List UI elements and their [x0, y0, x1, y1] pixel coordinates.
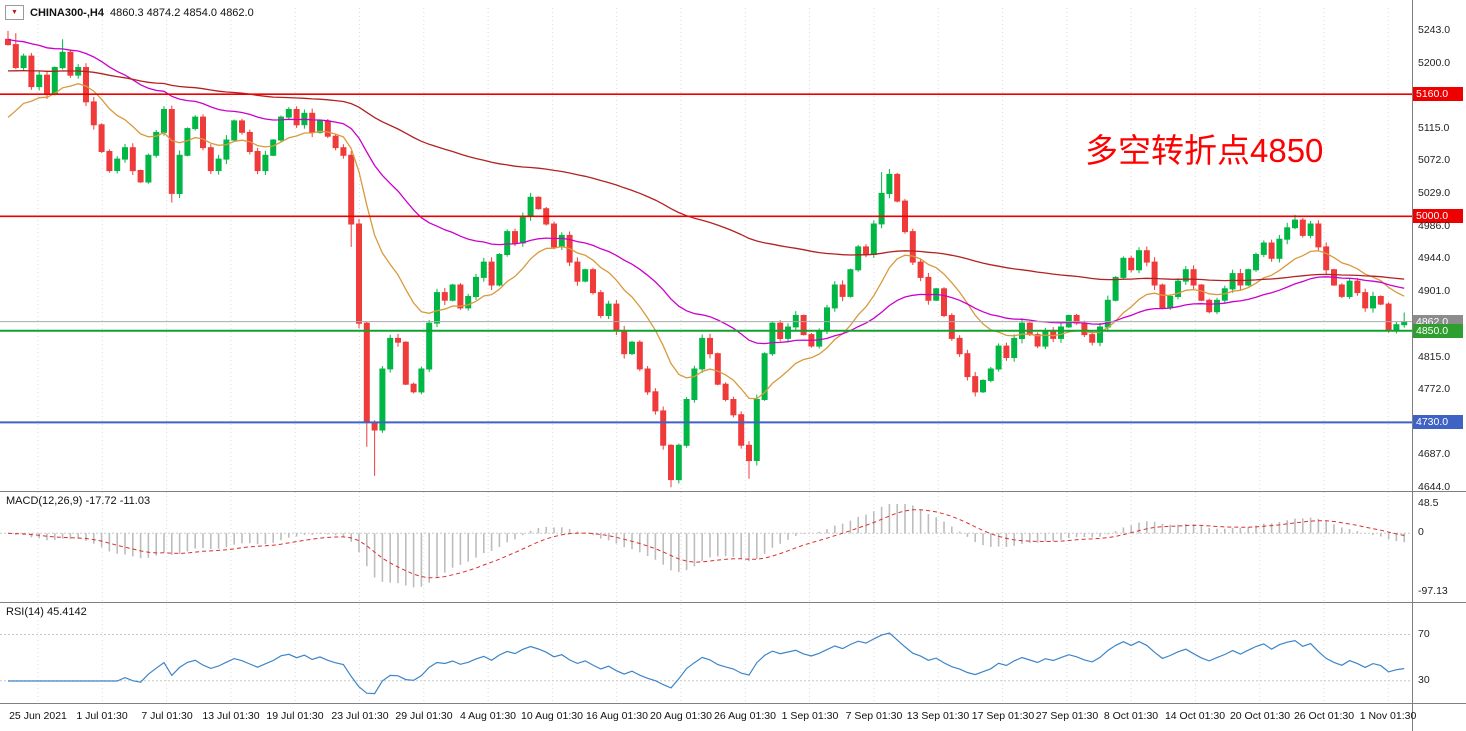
chart-header: ▼ CHINA300-,H4 4860.3 4874.2 4854.0 4862… — [5, 5, 254, 20]
price-axis-label: 4644.0 — [1418, 481, 1451, 493]
ma-slow-darkred — [7, 69, 1405, 282]
price-axis-label: 70 — [1418, 628, 1430, 640]
price-axis-badge: 4850.0 — [1413, 324, 1463, 338]
dropdown-triangle-icon: ▼ — [11, 9, 18, 16]
time-axis-label: 17 Sep 01:30 — [971, 710, 1035, 722]
time-axis[interactable]: 25 Jun 2021 1 Jul 01:30 7 Jul 01:30 13 Jul … — [0, 704, 1466, 731]
chart-annotation-text: 多空转折点4850 — [1085, 132, 1324, 169]
ma-lines-layer — [7, 38, 1405, 400]
candles-layer — [5, 30, 1408, 488]
ma-fast-orange — [7, 83, 1405, 400]
macd-indicator-label: MACD(12,26,9) -17.72 -11.03 — [6, 495, 151, 507]
price-axis-badge: 4730.0 — [1413, 415, 1463, 429]
price-axis[interactable]: 5243.0 5200.0 5160.0 5115.0 5072.0 5029.0 5000… — [1413, 0, 1466, 731]
time-axis-label: 20 Aug 01:30 — [650, 710, 712, 722]
price-axis-label: 4687.0 — [1418, 448, 1451, 460]
price-axis-badge: 5160.0 — [1413, 87, 1463, 101]
price-axis-label: 4772.0 — [1418, 383, 1451, 395]
time-axis-label: 1 Jul 01:30 — [76, 710, 128, 722]
time-axis-label: 27 Sep 01:30 — [1035, 710, 1099, 722]
ma-mid-magenta — [7, 38, 1405, 345]
price-axis-label: 5115.0 — [1418, 122, 1450, 134]
time-axis-label: 23 Jul 01:30 — [331, 710, 389, 722]
time-axis-label: 26 Aug 01:30 — [714, 710, 776, 722]
price-axis-label: 5029.0 — [1418, 187, 1451, 199]
time-axis-label: 10 Aug 01:30 — [521, 710, 583, 722]
time-axis-label: 16 Aug 01:30 — [586, 710, 648, 722]
time-axis-label: 14 Oct 01:30 — [1164, 710, 1226, 722]
time-axis-label: 25 Jun 2021 — [9, 710, 67, 722]
ohlc-values: 4860.3 4874.2 4854.0 4862.0 — [109, 6, 254, 19]
symbol-dropdown-button[interactable]: ▼ — [5, 5, 24, 20]
rsi-panel-layer — [0, 632, 1412, 695]
time-axis-label: 13 Sep 01:30 — [906, 710, 970, 722]
price-axis-label: 4901.0 — [1418, 285, 1451, 297]
symbol-timeframe-label: CHINA300-,H4 — [30, 6, 104, 19]
time-axis-label: 7 Jul 01:30 — [141, 710, 193, 722]
time-axis-label: 7 Sep 01:30 — [845, 710, 903, 722]
price-axis-label: 4815.0 — [1418, 351, 1451, 363]
time-axis-label: 1 Nov 01:30 — [1359, 710, 1417, 722]
rsi-indicator-label: RSI(14) 45.4142 — [6, 606, 87, 618]
price-axis-label: 5243.0 — [1418, 24, 1451, 36]
price-axis-label: 4944.0 — [1418, 252, 1451, 264]
time-axis-label: 13 Jul 01:30 — [202, 710, 260, 722]
price-axis-label: -97.13 — [1418, 585, 1448, 597]
price-axis-badge: 5000.0 — [1413, 209, 1463, 223]
price-axis-label: 48.5 — [1418, 497, 1439, 509]
time-axis-label: 29 Jul 01:30 — [395, 710, 453, 722]
price-axis-label: 4986.0 — [1418, 220, 1451, 232]
macd-panel-layer — [0, 504, 1412, 588]
hlines-layer — [0, 93, 1412, 424]
time-axis-label: 1 Sep 01:30 — [781, 710, 839, 722]
time-axis-label: 20 Oct 01:30 — [1229, 710, 1291, 722]
price-axis-label: 0 — [1418, 526, 1424, 538]
price-axis-label: 30 — [1418, 674, 1430, 686]
time-axis-label: 19 Jul 01:30 — [266, 710, 324, 722]
price-axis-label: 5200.0 — [1418, 57, 1451, 69]
time-axis-label: 4 Aug 01:30 — [459, 710, 517, 722]
time-axis-label: 26 Oct 01:30 — [1293, 710, 1355, 722]
time-axis-label: 8 Oct 01:30 — [1103, 710, 1159, 722]
price-axis-label: 5072.0 — [1418, 154, 1451, 166]
